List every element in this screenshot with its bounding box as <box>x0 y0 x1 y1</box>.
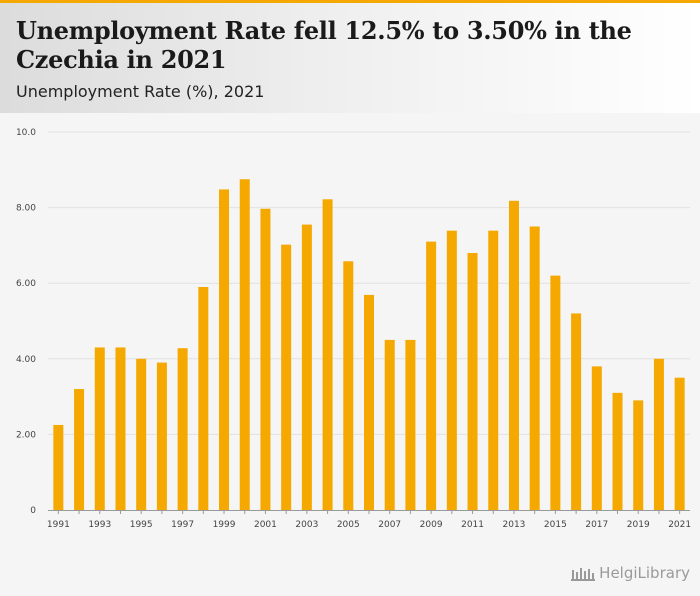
bar-2013 <box>508 200 519 510</box>
y-tick-label: 2.00 <box>16 430 36 440</box>
bar-2004 <box>322 199 333 510</box>
bar-1996 <box>156 362 167 510</box>
x-tick-label: 2021 <box>668 520 691 530</box>
x-tick-label: 1995 <box>130 520 153 530</box>
bar-2011 <box>467 252 478 510</box>
x-tick-label: 2009 <box>420 520 443 530</box>
accent-top-rule <box>0 0 700 3</box>
bar-1997 <box>177 348 188 510</box>
bars <box>53 179 685 511</box>
chart-header: Unemployment Rate fell 12.5% to 3.50% in… <box>0 3 700 113</box>
helgilibrary-logo: HelgiLibrary <box>570 564 690 582</box>
bar-2005 <box>343 261 354 510</box>
x-tick-label: 2007 <box>378 520 401 530</box>
x-axis <box>48 510 690 514</box>
brand-name: HelgiLibrary <box>599 564 690 582</box>
y-tick-label: 6.00 <box>16 279 36 289</box>
x-tick-label: 2003 <box>295 520 318 530</box>
x-tick-label: 1997 <box>171 520 194 530</box>
x-tick-label: 1991 <box>47 520 70 530</box>
x-tick-label: 2019 <box>627 520 650 530</box>
bar-1994 <box>115 347 126 510</box>
bar-2001 <box>260 208 271 510</box>
bar-2009 <box>426 241 437 510</box>
chart-subtitle: Unemployment Rate (%), 2021 <box>16 82 265 101</box>
bar-2016 <box>571 313 582 510</box>
x-tick-label: 2001 <box>254 520 277 530</box>
bar-1992 <box>74 389 85 510</box>
x-tick-label: 2015 <box>544 520 567 530</box>
bar-1991 <box>53 424 64 510</box>
y-axis-tick-labels: 0 2.00 4.00 6.00 8.00 10.0 <box>16 128 36 516</box>
y-tick-label: 10.0 <box>16 128 36 138</box>
x-tick-label: 2013 <box>503 520 526 530</box>
bar-2015 <box>550 275 561 510</box>
x-tick-label: 2011 <box>461 520 484 530</box>
y-tick-label: 0 <box>30 506 36 516</box>
bar-2018 <box>612 392 623 510</box>
x-tick-label: 1999 <box>213 520 236 530</box>
bar-2003 <box>301 224 312 511</box>
bar-1998 <box>198 286 209 510</box>
bar-2000 <box>239 179 250 510</box>
bar-2006 <box>364 294 374 510</box>
y-tick-label: 8.00 <box>16 204 36 214</box>
bar-2002 <box>281 244 292 511</box>
bar-2014 <box>529 226 540 510</box>
bar-1993 <box>94 347 105 510</box>
bar-2017 <box>591 366 602 510</box>
bar-1999 <box>219 189 230 510</box>
chart-title: Unemployment Rate fell 12.5% to 3.50% in… <box>16 16 632 74</box>
bar-2008 <box>405 339 416 510</box>
x-tick-label: 1993 <box>88 520 111 530</box>
y-tick-label: 4.00 <box>16 355 36 365</box>
bar-2007 <box>384 339 395 510</box>
bar-2012 <box>488 230 499 510</box>
bar-2020 <box>653 358 664 510</box>
x-tick-label: 2017 <box>585 520 608 530</box>
library-columns-icon <box>571 568 596 581</box>
bar-2010 <box>446 230 457 510</box>
x-tick-label: 2005 <box>337 520 360 530</box>
bar-1995 <box>136 358 147 510</box>
x-axis-tick-labels: 1991 1993 1995 1997 1999 2001 2003 2005 2007 2009… <box>47 520 691 530</box>
bar-2021 <box>674 377 685 510</box>
bar-2019 <box>633 400 644 510</box>
